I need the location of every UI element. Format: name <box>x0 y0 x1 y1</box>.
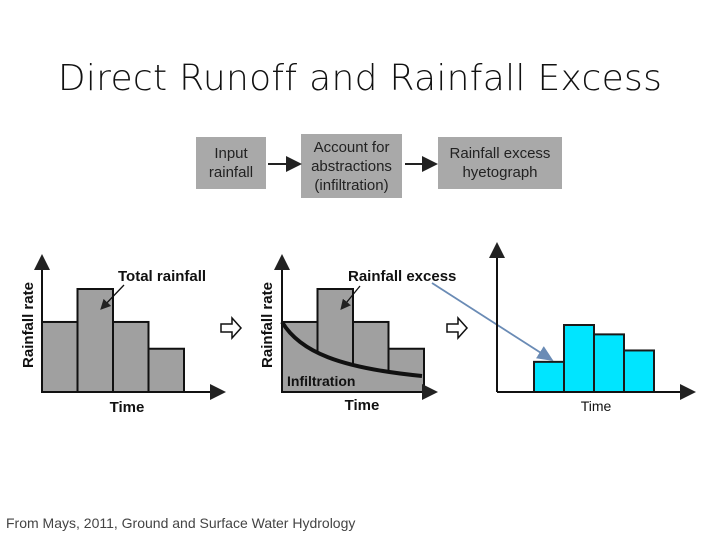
abstractions-box: Account for abstractions (infiltration) <box>301 134 402 198</box>
p3-bar-2 <box>563 324 595 393</box>
p3-bar-3 <box>593 333 625 394</box>
p1-bar-4 <box>147 347 185 393</box>
p1-ylabel: Rainfall rate <box>20 282 37 368</box>
p1-annotation-arrow <box>100 284 125 310</box>
rainfall-excess-hyetograph-label: Rainfall excess hyetograph <box>449 145 551 181</box>
p1-bar-2 <box>76 288 114 393</box>
panel-total-rainfall: Rainfall rate Time Total rainfall <box>20 254 226 416</box>
block-arrow-2 <box>446 316 469 340</box>
p3-bar-4 <box>623 349 655 393</box>
source-citation: From Mays, 2011, Ground and Surface Wate… <box>6 515 356 531</box>
p2-infiltration-curve <box>280 320 423 378</box>
p2-annotation: Rainfall excess <box>348 268 456 285</box>
p2-annotation-arrow <box>340 285 361 311</box>
input-rainfall-box: Input rainfall <box>196 137 266 189</box>
p1-bar-1 <box>41 320 79 393</box>
block-arrow-1 <box>220 316 243 340</box>
p1-xlabel: Time <box>110 399 145 416</box>
p3-bar-1 <box>533 360 565 394</box>
p1-annotation: Total rainfall <box>118 268 206 285</box>
p2-xlabel: Time <box>345 397 380 414</box>
excess-connector-arrow <box>431 282 554 361</box>
p1-bar-3 <box>112 320 150 393</box>
rainfall-excess-hyetograph-box: Rainfall excess hyetograph <box>438 137 562 189</box>
p2-ylabel: Rainfall rate <box>259 282 276 368</box>
panel-rainfall-excess: Rainfall rate Time Rainfall excess Infil… <box>259 254 456 414</box>
p2-curve-label: Infiltration <box>287 373 355 389</box>
p2-infiltration-fill <box>282 322 422 392</box>
panel-excess-hyetograph: Time <box>489 242 696 414</box>
page-title: Direct Runoff and Rainfall Excess <box>57 58 663 99</box>
input-rainfall-label: Input rainfall <box>208 145 254 181</box>
abstractions-label: Account for abstractions (infiltration) <box>311 138 392 194</box>
p3-xlabel: Time <box>581 398 612 414</box>
